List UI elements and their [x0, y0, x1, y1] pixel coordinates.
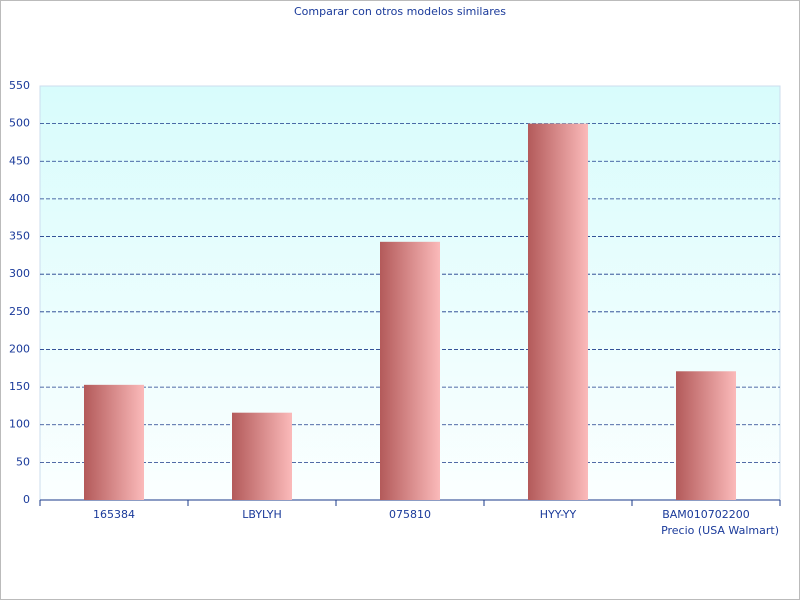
x-axis-label: Precio (USA Walmart) — [661, 524, 779, 537]
y-tick-label: 250 — [9, 305, 30, 318]
y-tick-label: 500 — [9, 117, 30, 130]
x-tick-label: BAM010702200 — [662, 508, 750, 521]
y-tick-label: 50 — [16, 455, 30, 468]
y-tick-label: 550 — [9, 79, 30, 92]
x-tick-label: 165384 — [93, 508, 135, 521]
x-tick-label: HYY-YY — [540, 508, 577, 521]
y-tick-label: 400 — [9, 192, 30, 205]
y-tick-label: 450 — [9, 154, 30, 167]
y-tick-label: 300 — [9, 267, 30, 280]
bar — [380, 241, 440, 500]
y-tick-label: 100 — [9, 418, 30, 431]
bar — [676, 371, 736, 500]
y-tick-label: 0 — [23, 493, 30, 506]
bar — [232, 412, 292, 500]
bar — [84, 384, 144, 500]
bar — [528, 123, 588, 501]
chart-title: Comparar con otros modelos similares — [294, 5, 506, 18]
x-tick-label: LBYLYH — [242, 508, 281, 521]
y-tick-label: 150 — [9, 380, 30, 393]
x-tick-label: 075810 — [389, 508, 431, 521]
y-tick-label: 350 — [9, 230, 30, 243]
y-tick-label: 200 — [9, 342, 30, 355]
